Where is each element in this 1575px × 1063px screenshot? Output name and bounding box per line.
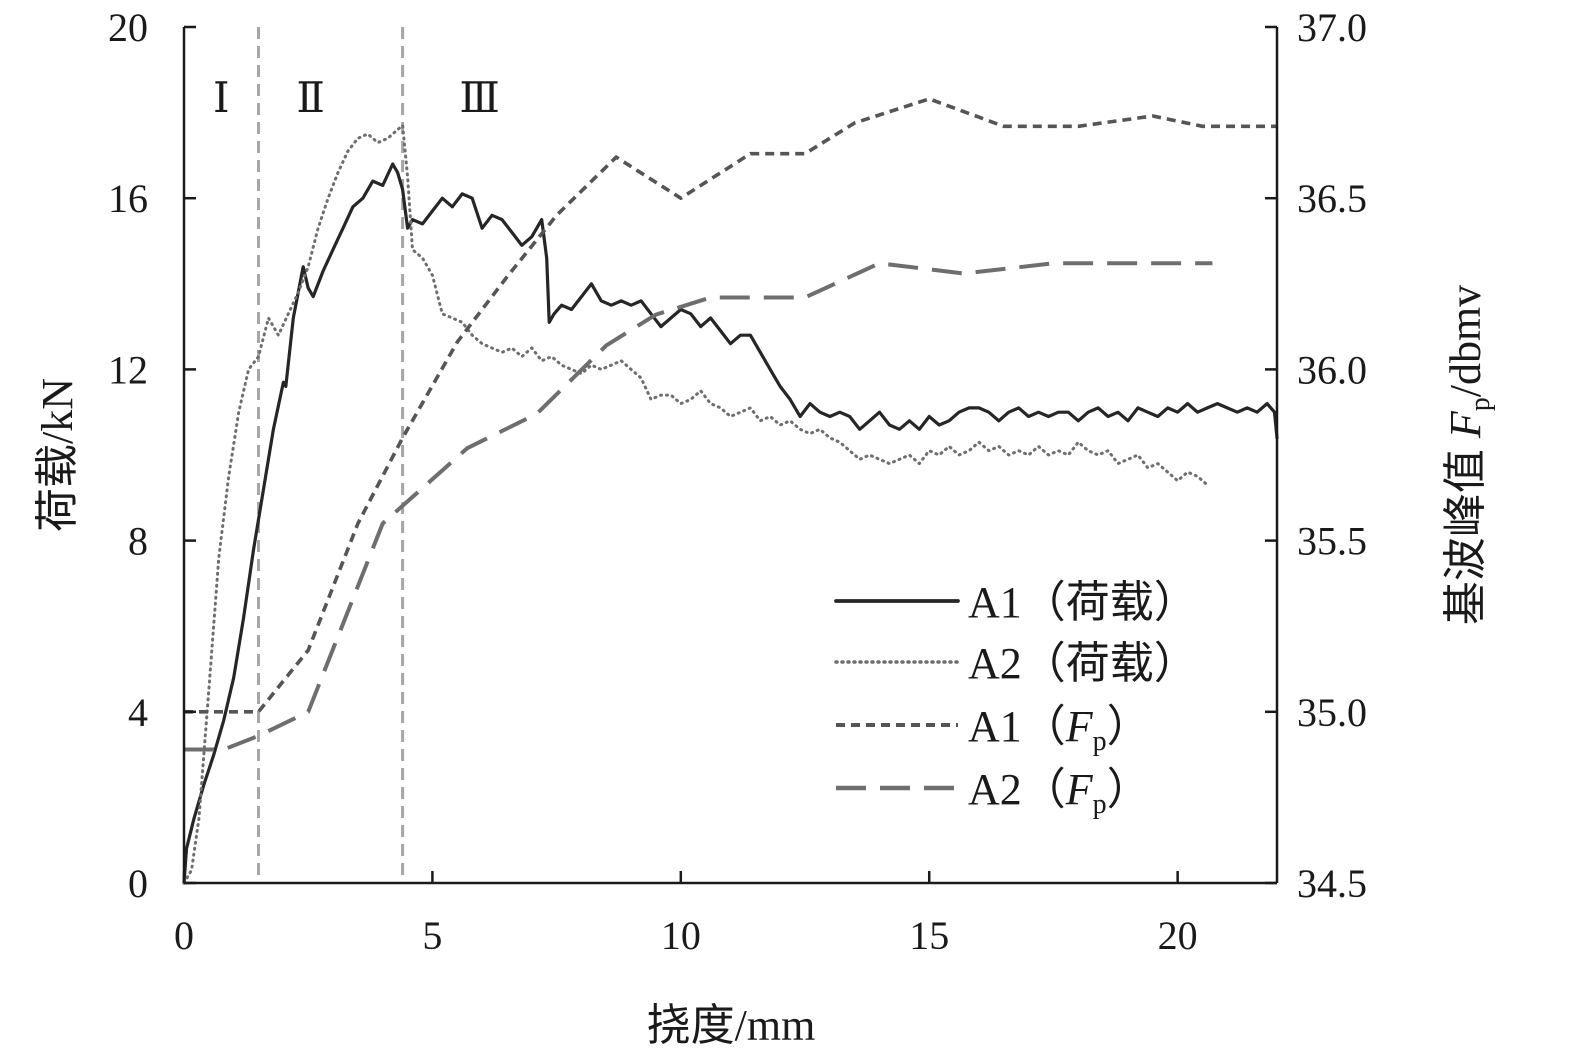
legend: A1（荷载） A2（荷载） A1（Fp） A2（Fp）	[834, 578, 1198, 820]
y-right-tick-label: 36.5	[1297, 176, 1367, 221]
series-line-1	[182, 162, 1279, 885]
legend-label-3: A1（Fp）	[968, 702, 1151, 757]
y-left-tick-label: 4	[128, 690, 148, 735]
stage-label-1: Ⅰ	[213, 76, 230, 122]
y-axis-right-title: 基波峰值 Fp/dbmv	[1441, 285, 1496, 625]
x-tick-label: 0	[174, 913, 194, 958]
legend-label-4: A2（Fp）	[968, 765, 1151, 820]
x-tick-label: 5	[422, 913, 442, 958]
legend-label-1: A1（荷载）	[968, 578, 1198, 627]
axes	[182, 27, 1279, 885]
y-left-tick-label: 8	[128, 519, 148, 564]
series-line-2	[182, 123, 1209, 885]
x-tick-label: 10	[661, 913, 701, 958]
y-right-tick-label: 35.5	[1297, 519, 1367, 564]
legend-label-2: A2（荷载）	[968, 639, 1198, 688]
y-right-tick-label: 36.0	[1297, 347, 1367, 392]
series-layer	[182, 97, 1279, 885]
y-axis-left-title: 荷载/kN	[33, 378, 82, 532]
stage-label-3: Ⅲ	[459, 76, 500, 122]
y-left-tick-label: 0	[128, 861, 148, 906]
y-right-tick-label: 34.5	[1297, 861, 1367, 906]
y-left-tick-label: 16	[108, 176, 148, 221]
series-line-4	[184, 261, 1213, 752]
ticks: 0 5 10 15 20 0 4 8 12 16 20 34.5 35.0 35.5 36.0 36.5 37.…	[108, 5, 1367, 958]
y-right-tick-label: 35.0	[1297, 690, 1367, 735]
x-tick-label: 15	[909, 913, 949, 958]
x-tick-label: 20	[1158, 913, 1198, 958]
stage-label-2: Ⅱ	[296, 76, 325, 122]
stage-labels: Ⅰ Ⅱ Ⅲ	[213, 76, 500, 122]
y-left-tick-label: 12	[108, 347, 148, 392]
series-line-3	[184, 97, 1277, 714]
stage-boundaries	[257, 27, 405, 883]
y-left-tick-label: 20	[108, 5, 148, 50]
x-axis-title: 挠度/mm	[647, 1001, 816, 1050]
y-right-tick-label: 37.0	[1297, 5, 1367, 50]
